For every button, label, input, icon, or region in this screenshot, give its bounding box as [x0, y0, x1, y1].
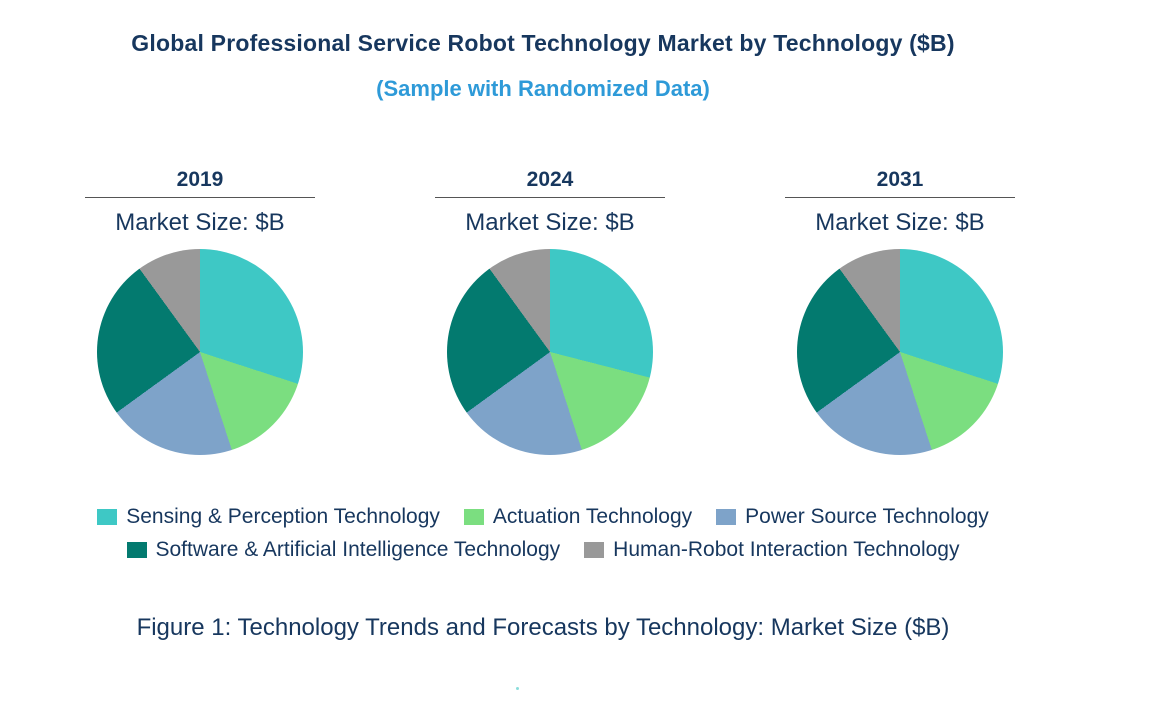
legend-swatch-actuation	[463, 508, 484, 525]
legend-label-human-robot: Human-Robot Interaction Technology	[613, 537, 960, 561]
year-header-2024: 2024	[435, 168, 665, 198]
legend-swatch-sensing-perception	[97, 508, 118, 525]
legend-label-sensing-perception: Sensing & Perception Technology	[126, 504, 440, 528]
pie-chart-2019	[97, 248, 303, 455]
year-label-2031: 2031	[876, 167, 924, 191]
year-label-2019: 2019	[176, 167, 224, 191]
pie-column-2019: 2019 Market Size: $B	[85, 168, 315, 455]
legend-label-software-ai: Software & Artificial Intelligence Techn…	[155, 537, 561, 561]
legend-row-1: Sensing & Perception Technology Actuatio…	[0, 505, 1086, 529]
legend-swatch-software-ai	[126, 541, 147, 558]
market-size-label-2031: Market Size: $B	[815, 208, 985, 236]
legend-item-human-robot: Human-Robot Interaction Technology	[584, 537, 960, 562]
stray-dot	[516, 687, 519, 690]
market-size-label-2024: Market Size: $B	[465, 208, 635, 236]
legend-item-actuation: Actuation Technology	[463, 504, 693, 529]
year-label-2024: 2024	[526, 167, 574, 191]
chart-subtitle: (Sample with Randomized Data)	[376, 76, 710, 102]
year-header-2019: 2019	[85, 168, 315, 198]
legend-swatch-human-robot	[584, 541, 605, 558]
pie-column-2031: 2031 Market Size: $B	[785, 168, 1015, 455]
legend-item-power-source: Power Source Technology	[716, 505, 989, 529]
pie-column-2024: 2024 Market Size: $B	[435, 168, 665, 455]
market-size-label-2019: Market Size: $B	[115, 208, 285, 236]
pie-chart-2024	[447, 248, 653, 455]
slide-content: Global Professional Service Robot Techno…	[0, 30, 1086, 641]
pie-charts-row: 2019 Market Size: $B 2024 Market Size: $…	[85, 168, 1015, 455]
pie-chart-2031	[797, 248, 1003, 455]
legend-item-software-ai: Software & Artificial Intelligence Techn…	[126, 537, 561, 562]
legend-label-power-source: Power Source Technology	[745, 504, 989, 528]
year-header-2031: 2031	[785, 168, 1015, 198]
chart-title: Global Professional Service Robot Techno…	[131, 30, 955, 56]
figure-caption: Figure 1: Technology Trends and Forecast…	[136, 613, 950, 641]
legend-swatch-power-source	[716, 508, 737, 525]
legend-item-sensing-perception: Sensing & Perception Technology	[97, 505, 440, 529]
legend-label-actuation: Actuation Technology	[492, 504, 693, 528]
legend-row-2: Software & Artificial Intelligence Techn…	[0, 538, 1086, 562]
legend: Sensing & Perception Technology Actuatio…	[0, 505, 1086, 562]
